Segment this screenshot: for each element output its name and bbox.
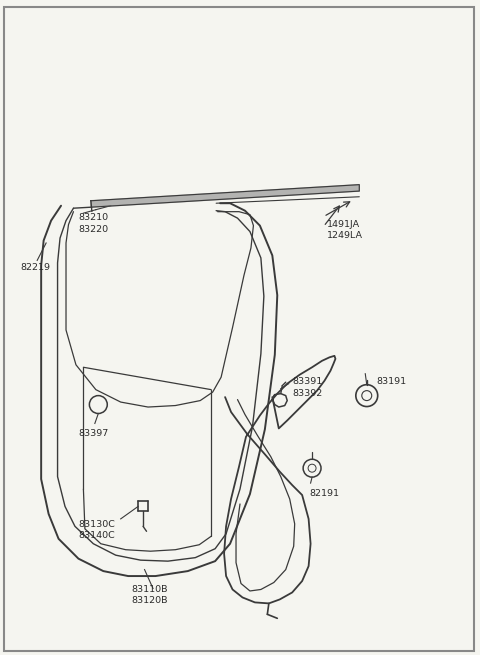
Text: 82219: 82219 <box>20 263 50 272</box>
Text: 82191: 82191 <box>310 489 339 498</box>
Text: 83120B: 83120B <box>132 596 168 605</box>
Text: 83392: 83392 <box>292 388 323 398</box>
Text: 83110B: 83110B <box>132 584 168 593</box>
Text: 83397: 83397 <box>78 430 108 438</box>
Text: 1249LA: 1249LA <box>327 231 363 240</box>
Text: 83140C: 83140C <box>78 531 115 540</box>
Text: 83391: 83391 <box>292 377 323 386</box>
Text: 83220: 83220 <box>78 225 108 234</box>
Text: 83130C: 83130C <box>78 520 115 529</box>
Text: 83210: 83210 <box>78 213 108 222</box>
Text: 1491JA: 1491JA <box>327 219 360 229</box>
Text: 83191: 83191 <box>377 377 407 386</box>
Polygon shape <box>91 185 360 207</box>
